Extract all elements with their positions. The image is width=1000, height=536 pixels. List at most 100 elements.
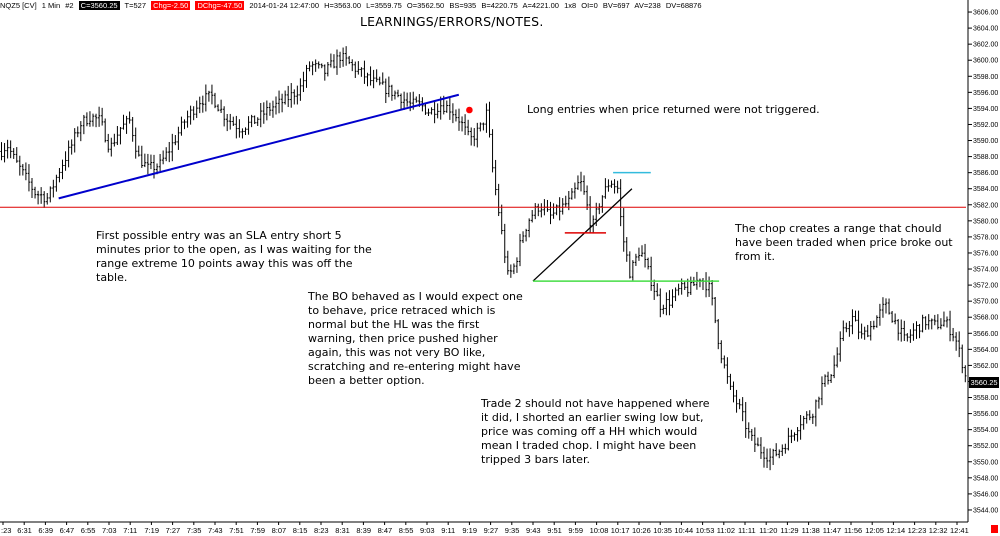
y-tick-label: 3544.00 [973, 507, 998, 514]
y-tick-label: 3598.00 [973, 74, 998, 81]
entry-dot [466, 106, 473, 114]
x-tick-label: 7:27 [166, 526, 181, 535]
annotations [0, 93, 966, 282]
x-tick-label: 11:38 [802, 526, 820, 535]
x-tick-label: 7:51 [229, 526, 244, 535]
y-tick-label: 3546.00 [973, 491, 998, 498]
low-label: L=3559.75 [366, 1, 402, 10]
size-label: 1x8 [564, 1, 577, 10]
x-tick-label: 7:11 [123, 526, 137, 535]
daily-change-box: DChg=-47.50 [195, 1, 245, 10]
x-tick-label: 6:47 [60, 526, 75, 535]
chart-number-label: #2 [65, 1, 74, 10]
y-tick-label: 3588.00 [973, 154, 998, 161]
last-price-label: 3560.25 [969, 377, 999, 388]
price-axis: 3606.00 3604.00 3602.00 3600.00 3598.00 3596.… [968, 10, 998, 514]
x-tick-label: 11:02 [717, 526, 735, 535]
y-tick-label: 3602.00 [973, 42, 998, 49]
chart-header: NQZ5 [CV] 1 Min #2 C=3560.25 T=527 Chg=-… [0, 0, 968, 11]
y-tick-label: 3552.00 [973, 443, 998, 450]
y-tick-label: 3556.00 [973, 411, 998, 418]
x-tick-label: 7:35 [187, 526, 202, 535]
x-tick-label: 11:47 [823, 526, 841, 535]
x-tick-label: 12:23 [908, 526, 927, 535]
x-tick-label: 10:35 [653, 526, 672, 535]
x-tick-label: 6:55 [81, 526, 96, 535]
x-tick-label: 9:19 [462, 526, 477, 535]
x-tick-label: 6:31 [17, 526, 32, 535]
y-tick-label: 3550.00 [973, 459, 998, 466]
x-tick-label: 9:51 [547, 526, 562, 535]
x-tick-label: 10:26 [632, 526, 651, 535]
x-tick-label: 9:35 [505, 526, 520, 535]
x-tick-label: 12:32 [929, 526, 948, 535]
x-tick-label: 10:08 [590, 526, 609, 535]
x-tick-label: 8:15 [293, 526, 308, 535]
ask-label: A=4221.00 [522, 1, 559, 10]
close-value-box: C=3560.25 [78, 1, 120, 10]
y-tick-label: 3568.00 [973, 315, 998, 322]
y-tick-label: 3566.00 [973, 331, 998, 338]
x-tick-label: 7:03 [102, 526, 117, 535]
black-trendline [532, 188, 633, 282]
y-tick-label: 3564.00 [973, 347, 998, 354]
y-tick-label: 3582.00 [973, 202, 998, 209]
interval-label: 1 Min [41, 1, 61, 10]
ohlc-bars [0, 46, 967, 471]
x-tick-label: :23 [1, 526, 11, 535]
x-tick-label: 8:55 [399, 526, 414, 535]
y-tick-label: 3604.00 [973, 26, 998, 33]
y-tick-label: 3580.00 [973, 218, 998, 225]
x-tick-label: 9:27 [484, 526, 499, 535]
open-interest-label: OI=0 [581, 1, 598, 10]
x-tick-label: 7:19 [144, 526, 159, 535]
high-label: H=3563.00 [324, 1, 362, 10]
x-tick-label: 11:20 [759, 526, 777, 535]
page-title: LEARNINGS/ERRORS/NOTES. [360, 14, 544, 29]
y-tick-label: 3576.00 [973, 250, 998, 257]
y-tick-label: 3596.00 [973, 90, 998, 97]
time-axis: :23 6:31 6:39 6:47 6:55 7:03 7:11 7:19 7:27 7:35 7… [1, 522, 969, 535]
symbol-label: NQZ5 [CV] [0, 1, 37, 10]
x-tick-label: 8:23 [314, 526, 329, 535]
y-tick-label: 3562.00 [973, 363, 998, 370]
x-tick-label: 6:39 [38, 526, 53, 535]
x-tick-label: 10:53 [696, 526, 715, 535]
x-tick-label: 11:11 [738, 526, 756, 535]
y-tick-label: 3578.00 [973, 234, 998, 241]
y-tick-label: 3570.00 [973, 299, 998, 306]
x-tick-label: 8:31 [335, 526, 350, 535]
y-tick-label: 3600.00 [973, 58, 998, 65]
x-tick-label: 12:41 [950, 526, 969, 535]
y-tick-label: 3548.00 [973, 475, 998, 482]
scroll-marker[interactable] [991, 525, 998, 533]
bid-volume-label: BV=697 [602, 1, 630, 10]
note-breakout: The BO behaved as I would expect one to … [308, 290, 523, 387]
note-first-entry: First possible entry was an SLA entry sh… [96, 229, 372, 284]
note-chop-range: The chop creates a range that chould hav… [735, 222, 953, 263]
y-tick-label: 3572.00 [973, 283, 998, 290]
y-tick-label: 3574.00 [973, 267, 998, 274]
x-tick-label: 9:11 [441, 526, 455, 535]
x-tick-label: 7:59 [250, 526, 265, 535]
x-tick-label: 12:14 [886, 526, 905, 535]
y-tick-label: 3586.00 [973, 170, 998, 177]
x-tick-label: 8:07 [272, 526, 287, 535]
y-tick-label: 3584.00 [973, 186, 998, 193]
y-tick-label: 3590.00 [973, 138, 998, 145]
x-tick-label: 8:47 [378, 526, 393, 535]
bid-label: B=4220.75 [481, 1, 518, 10]
y-tick-label: 3558.00 [973, 395, 998, 402]
ticks-label: T=527 [124, 1, 147, 10]
y-tick-label: 3554.00 [973, 427, 998, 434]
ask-volume-label: AV=238 [634, 1, 661, 10]
x-tick-label: 10:17 [611, 526, 630, 535]
x-tick-label: 11:29 [780, 526, 798, 535]
bar-size-label: BS=935 [449, 1, 477, 10]
x-tick-label: 8:39 [356, 526, 371, 535]
x-tick-label: 9:59 [568, 526, 583, 535]
note-long-entries: Long entries when price returned were no… [527, 103, 820, 116]
x-tick-label: 9:03 [420, 526, 435, 535]
x-tick-label: 7:43 [208, 526, 223, 535]
